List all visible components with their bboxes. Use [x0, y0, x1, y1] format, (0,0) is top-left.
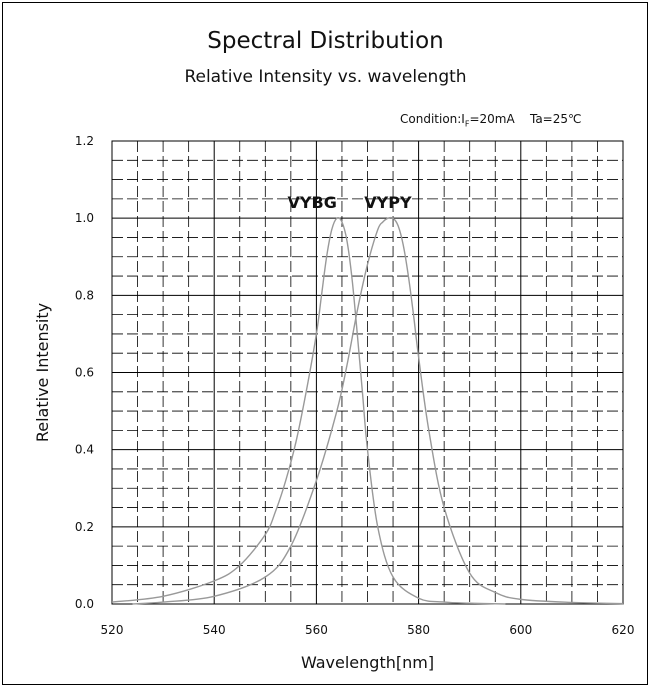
y-tick-label: 0.4 [75, 443, 94, 457]
y-tick-label: 1.0 [75, 211, 94, 225]
y-tick-labels: 0.0 0.2 0.4 0.6 0.8 1.0 1.2 [75, 134, 94, 611]
y-tick-label: 0.0 [75, 597, 94, 611]
series-label-vybg: VYBG [288, 193, 337, 212]
series-label-vypy: VYPY [364, 193, 412, 212]
plot-border [111, 140, 624, 605]
y-tick-label: 0.2 [75, 520, 94, 534]
y-tick-label: 1.2 [75, 134, 94, 148]
y-tick-label: 0.8 [75, 288, 94, 302]
x-tick-label: 580 [407, 623, 430, 637]
series-layer: VYBG VYPY [111, 193, 624, 605]
major-grid [112, 141, 623, 604]
condition-current-prefix: Condition:I [400, 112, 465, 126]
x-tick-label: 620 [612, 623, 635, 637]
chart-subtitle: Relative Intensity vs. wavelength [184, 67, 467, 87]
condition-note: Condition:IF=20mA Ta=25℃ [400, 112, 581, 128]
series-line-vypy [132, 216, 624, 605]
x-tick-label: 540 [203, 623, 226, 637]
y-axis-label: Relative Intensity [33, 303, 52, 442]
x-tick-label: 520 [101, 623, 124, 637]
x-tick-labels: 520 540 560 580 600 620 [101, 623, 635, 637]
x-tick-label: 560 [305, 623, 328, 637]
x-tick-label: 600 [509, 623, 532, 637]
y-tick-label: 0.6 [75, 366, 94, 380]
x-axis-label: Wavelength[nm] [301, 653, 434, 672]
chart-title: Spectral Distribution [207, 28, 444, 54]
condition-current-subscript: F [464, 119, 470, 129]
condition-current-suffix: =20mA [469, 112, 515, 126]
series-line-vybg [111, 216, 506, 605]
condition-temperature: Ta=25℃ [529, 112, 582, 126]
